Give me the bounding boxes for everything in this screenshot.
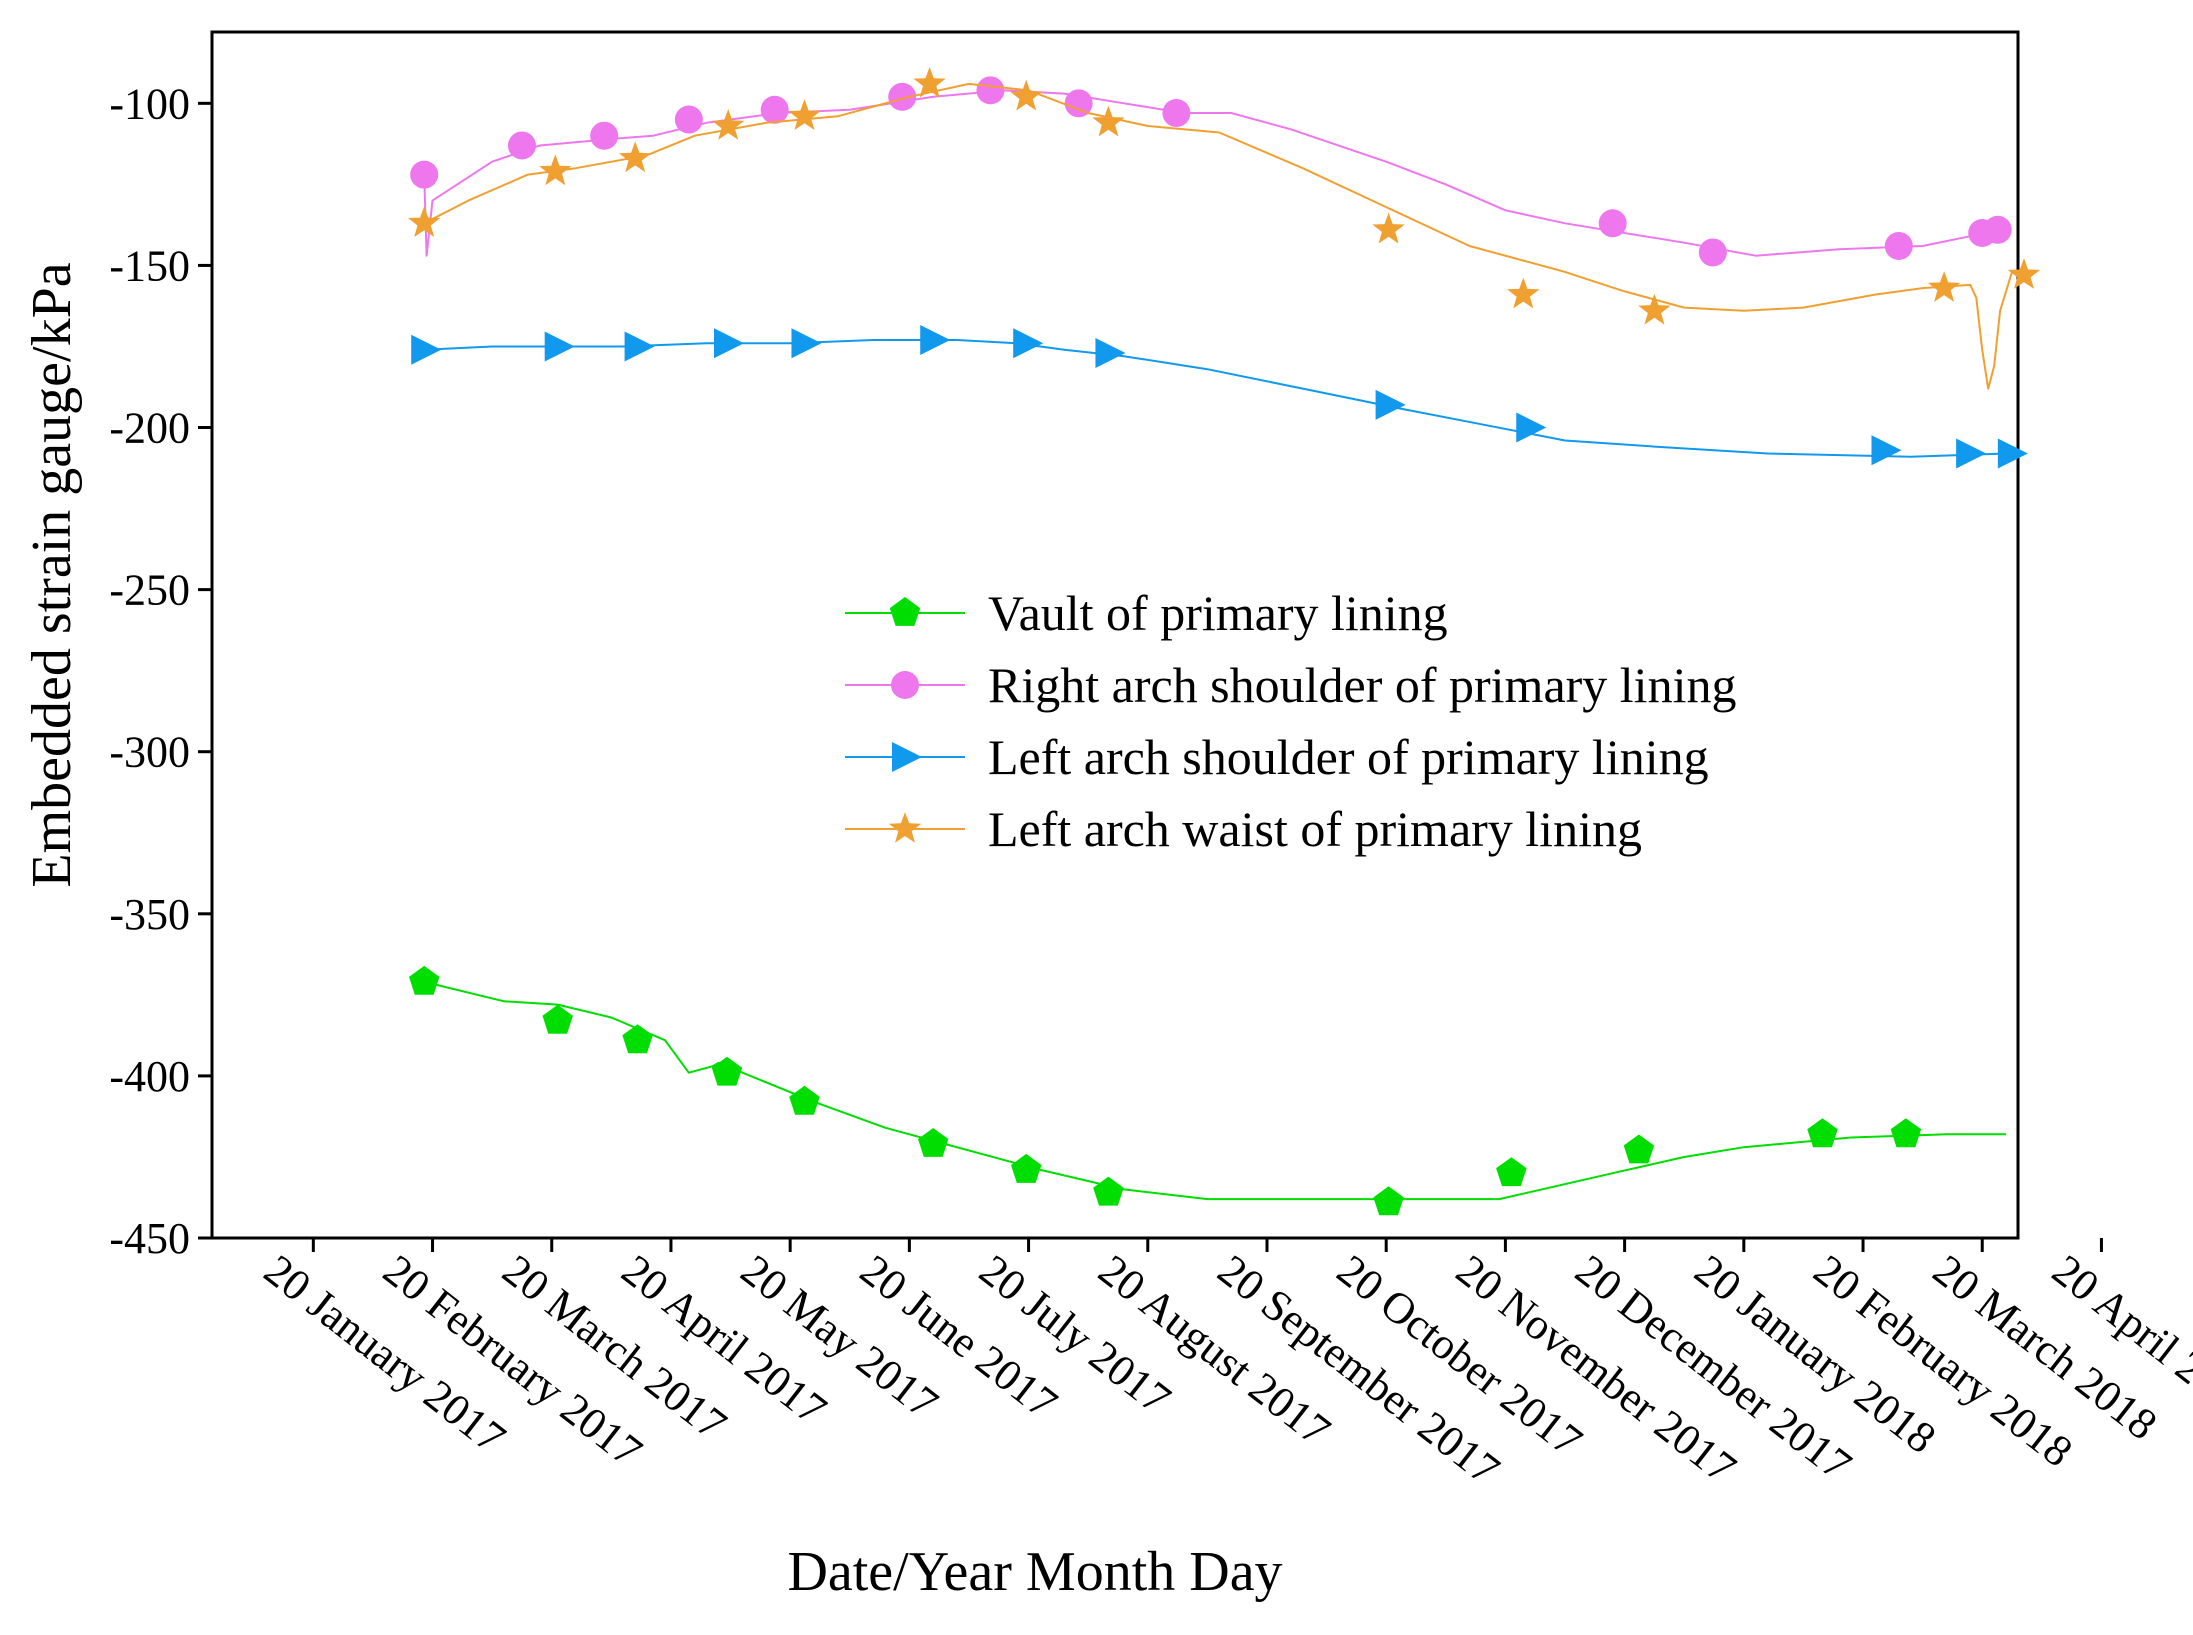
y-tick-label: -300: [109, 728, 190, 777]
legend-marker-left-arch-shoulder: [892, 742, 922, 772]
data-point: [507, 131, 536, 160]
legend-marker-vault: [889, 597, 921, 626]
y-tick-label: -400: [109, 1052, 190, 1101]
data-point: [1064, 89, 1093, 118]
data-point: [1638, 293, 1671, 325]
legend-entry-left-arch-waist: Left arch waist of primary lining: [845, 801, 1642, 857]
data-point: [892, 742, 922, 772]
data-point: [1373, 1186, 1404, 1216]
data-point: [1997, 438, 2028, 469]
data-point: [411, 334, 442, 365]
data-point: [408, 206, 441, 237]
y-tick-label: -100: [109, 79, 190, 128]
data-point: [542, 1004, 573, 1034]
data-point: [619, 141, 652, 173]
legend: Vault of primary lining Right arch shoul…: [845, 585, 1736, 857]
legend-label-right-arch-shoulder: Right arch shoulder of primary lining: [988, 657, 1736, 713]
y-tick-label: -350: [109, 890, 190, 939]
y-tick-label: -450: [109, 1214, 190, 1263]
series-line: [423, 89, 2007, 257]
data-point: [888, 82, 917, 111]
data-point: [712, 109, 745, 140]
y-axis-title: Embedded strain gauge/kPa: [21, 262, 83, 887]
data-point: [622, 1024, 653, 1054]
data-point: [1598, 209, 1627, 238]
series-line: [424, 339, 2007, 458]
data-point: [409, 965, 440, 995]
data-point: [920, 324, 951, 355]
legend-marker-right-arch-shoulder: [891, 671, 919, 699]
legend-label-left-arch-shoulder: Left arch shoulder of primary lining: [988, 729, 1709, 785]
data-point: [891, 671, 919, 699]
y-tick-label: -250: [109, 566, 190, 615]
series-line: [423, 82, 2013, 390]
data-point: [1956, 438, 1987, 469]
data-point: [1095, 337, 1126, 368]
x-axis-title: Date/Year Month Day: [787, 1541, 1282, 1603]
data-point: [1871, 435, 1902, 466]
data-point: [2007, 258, 2041, 289]
data-point: [544, 331, 575, 362]
data-point: [1013, 328, 1044, 359]
data-point: [539, 154, 572, 186]
series-layer: [408, 66, 2041, 1216]
data-point: [888, 812, 922, 843]
plot-frame: [210, 30, 2020, 1240]
data-point: [1516, 412, 1547, 443]
data-point: [1496, 1157, 1527, 1187]
legend-marker-left-arch-waist: [888, 812, 922, 843]
series-3: [408, 66, 2041, 390]
series-line: [423, 980, 2007, 1201]
data-point: [1927, 271, 1961, 302]
series-0: [409, 965, 2007, 1216]
data-point: [713, 328, 744, 359]
data-point: [1011, 1153, 1042, 1183]
data-point: [1092, 105, 1125, 137]
data-point: [889, 597, 921, 626]
data-point: [1623, 1134, 1655, 1164]
data-point: [624, 331, 655, 362]
data-point: [918, 1128, 949, 1157]
data-point: [791, 328, 822, 359]
data-point: [913, 66, 946, 98]
legend-label-left-arch-waist: Left arch waist of primary lining: [988, 801, 1642, 857]
data-point: [1375, 389, 1406, 420]
data-point: [976, 76, 1005, 105]
data-point: [1010, 79, 1043, 111]
data-point: [1983, 215, 2012, 244]
data-point: [410, 160, 439, 189]
legend-entry-right-arch-shoulder: Right arch shoulder of primary lining: [845, 657, 1736, 713]
data-point: [1093, 1176, 1124, 1206]
data-point: [788, 99, 821, 130]
data-point: [1884, 231, 1913, 260]
series-2: [411, 324, 2028, 469]
data-point: [674, 105, 703, 134]
data-point: [1890, 1118, 1922, 1148]
legend-entry-left-arch-shoulder: Left arch shoulder of primary lining: [845, 729, 1709, 785]
data-point: [711, 1056, 743, 1086]
series-1: [410, 76, 2012, 267]
data-point: [1372, 212, 1405, 244]
data-point: [590, 121, 619, 150]
data-point: [1507, 277, 1540, 309]
y-tick-label: -200: [109, 404, 190, 453]
data-point: [1698, 238, 1727, 267]
data-point: [1162, 99, 1191, 128]
legend-label-vault: Vault of primary lining: [988, 585, 1448, 641]
legend-entry-vault: Vault of primary lining: [845, 585, 1448, 641]
data-point: [760, 95, 789, 124]
plot-frame-layer: [210, 30, 2020, 1240]
y-tick-label: -150: [109, 241, 190, 290]
data-point: [789, 1085, 820, 1115]
data-point: [1807, 1118, 1838, 1148]
